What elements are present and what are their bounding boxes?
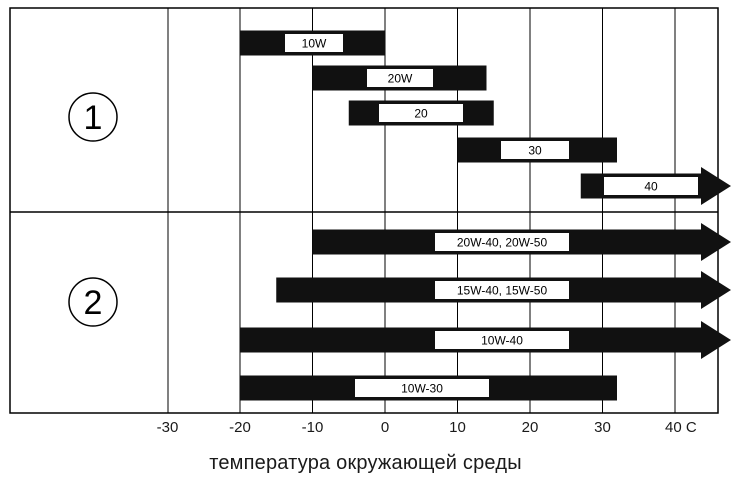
bar-label: 20 (414, 107, 428, 121)
bar-40: 40 (580, 167, 731, 205)
bar-label-box (435, 281, 569, 299)
bar-30: 30 (457, 137, 617, 163)
bar-label-box (604, 177, 698, 195)
bar-10w-30: 10W-30 (240, 375, 617, 401)
x-tick-label: 30 (594, 419, 611, 436)
x-tick-label: 10 (449, 419, 466, 436)
x-axis-label: температура окружающей среды (209, 452, 522, 474)
plot-frame (9, 7, 719, 414)
x-tick-label: 0 (381, 419, 389, 436)
group-circle (68, 277, 118, 327)
x-tick-label: -30 (157, 419, 179, 436)
bar-10w: 10W (240, 30, 385, 56)
bar-10w-40: 10W-40 (240, 321, 731, 359)
bar-20w-40-20w-50: 20W-40, 20W-50 (312, 223, 731, 261)
group-number: 1 (84, 99, 103, 137)
bar-label-box (379, 104, 463, 122)
x-tick-label: -10 (302, 419, 324, 436)
bars: 10W 20W 20 30 40 20W-40, 20W-50 15W-40, 15W-50… (240, 30, 731, 401)
bar-label: 40 (644, 180, 658, 194)
bar-label: 20W-40, 20W-50 (457, 236, 548, 250)
bar-label: 10W-30 (401, 382, 443, 396)
bar-label-box (501, 141, 569, 159)
x-tick-label: -20 (229, 419, 251, 436)
bar-label-box (367, 69, 433, 87)
group-labels: 12 (68, 92, 118, 327)
group-circle (68, 92, 118, 142)
bar-label-box (285, 34, 343, 52)
bar-label-box (435, 331, 569, 349)
bar-label-box (435, 233, 569, 251)
bar-label: 15W-40, 15W-50 (457, 284, 548, 298)
x-axis-ticks: -30 -20 -10 0 10 20 30 40 C (157, 419, 697, 436)
bar-15w-40-15w-50: 15W-40, 15W-50 (276, 271, 731, 309)
group-number: 2 (84, 284, 103, 322)
bar-label-box (355, 379, 489, 397)
x-tick-label: 20 (522, 419, 539, 436)
bar-label: 30 (528, 144, 542, 158)
bar-label: 10W (302, 37, 327, 51)
x-tick-label: 40 C (665, 419, 697, 436)
bar-label: 10W-40 (481, 334, 523, 348)
bar-20w: 20W (312, 65, 487, 91)
bar-label: 20W (388, 72, 413, 86)
bar-20: 20 (348, 100, 494, 126)
